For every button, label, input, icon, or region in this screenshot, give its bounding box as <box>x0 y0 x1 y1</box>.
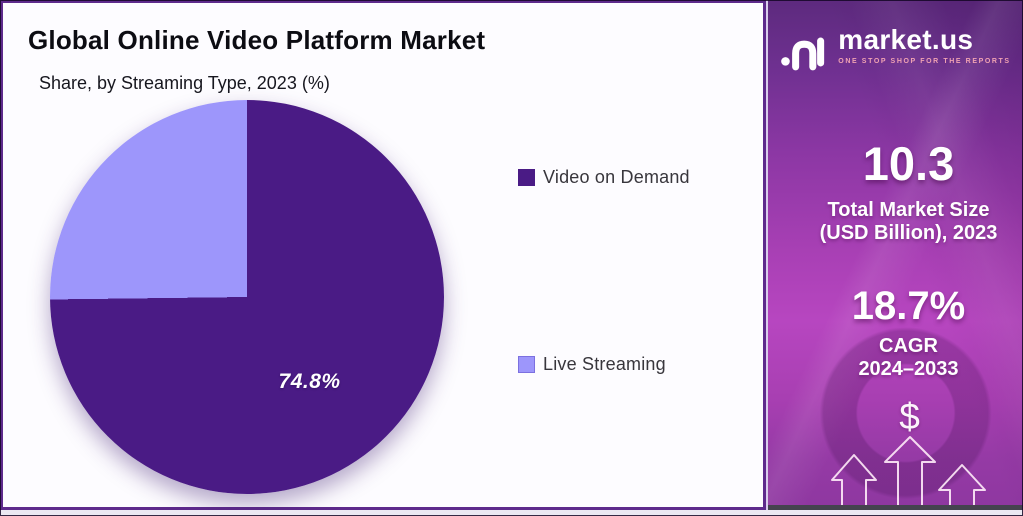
cagr-value: 18.7% <box>851 284 966 328</box>
legend-label-video-on-demand: Video on Demand <box>543 167 690 187</box>
brand-panel: market.us ONE STOP SHOP FOR THE REPORTS … <box>766 0 1023 510</box>
legend-swatch-live-streaming <box>518 356 535 373</box>
pie-data-label: 74.8% <box>278 369 341 393</box>
chart-card: Global Online Video Platform Market Shar… <box>0 0 766 510</box>
pie-chart: 74.8% <box>50 100 444 494</box>
market-size-label-line1: Total Market Size <box>827 199 990 221</box>
panel-bottom-bar <box>768 505 1023 510</box>
chart-subtitle: Share, by Streaming Type, 2023 (%) <box>39 73 330 93</box>
brand-tagline: ONE STOP SHOP FOR THE REPORTS <box>838 58 1011 65</box>
legend-label-live-streaming: Live Streaming <box>543 354 666 374</box>
cagr-label-line2: 2024–2033 <box>858 358 959 381</box>
market-size-value: 10.3 <box>862 137 955 190</box>
cagr-label: CAGR 2024–2033 <box>794 335 1023 381</box>
legend-swatch-video-on-demand <box>518 169 535 186</box>
market-size-label-line2: (USD Billion), 2023 <box>819 222 998 245</box>
market-size-label: Total Market Size (USD Billion), 2023 <box>794 199 1023 246</box>
brand-name: market.us <box>838 24 974 55</box>
cagr-label-line1: CAGR <box>879 335 938 357</box>
marketus-logo-icon <box>780 30 830 79</box>
bottom-strip <box>0 510 1023 516</box>
legend-item-live-streaming: Live Streaming <box>518 354 666 375</box>
growth-arrows-icon <box>831 436 986 505</box>
brand-header: market.us ONE STOP SHOP FOR THE REPORTS <box>768 26 1023 79</box>
chart-title: Global Online Video Platform Market <box>28 25 486 55</box>
legend-item-video-on-demand: Video on Demand <box>518 167 690 188</box>
dollar-icon: $ <box>899 396 920 437</box>
